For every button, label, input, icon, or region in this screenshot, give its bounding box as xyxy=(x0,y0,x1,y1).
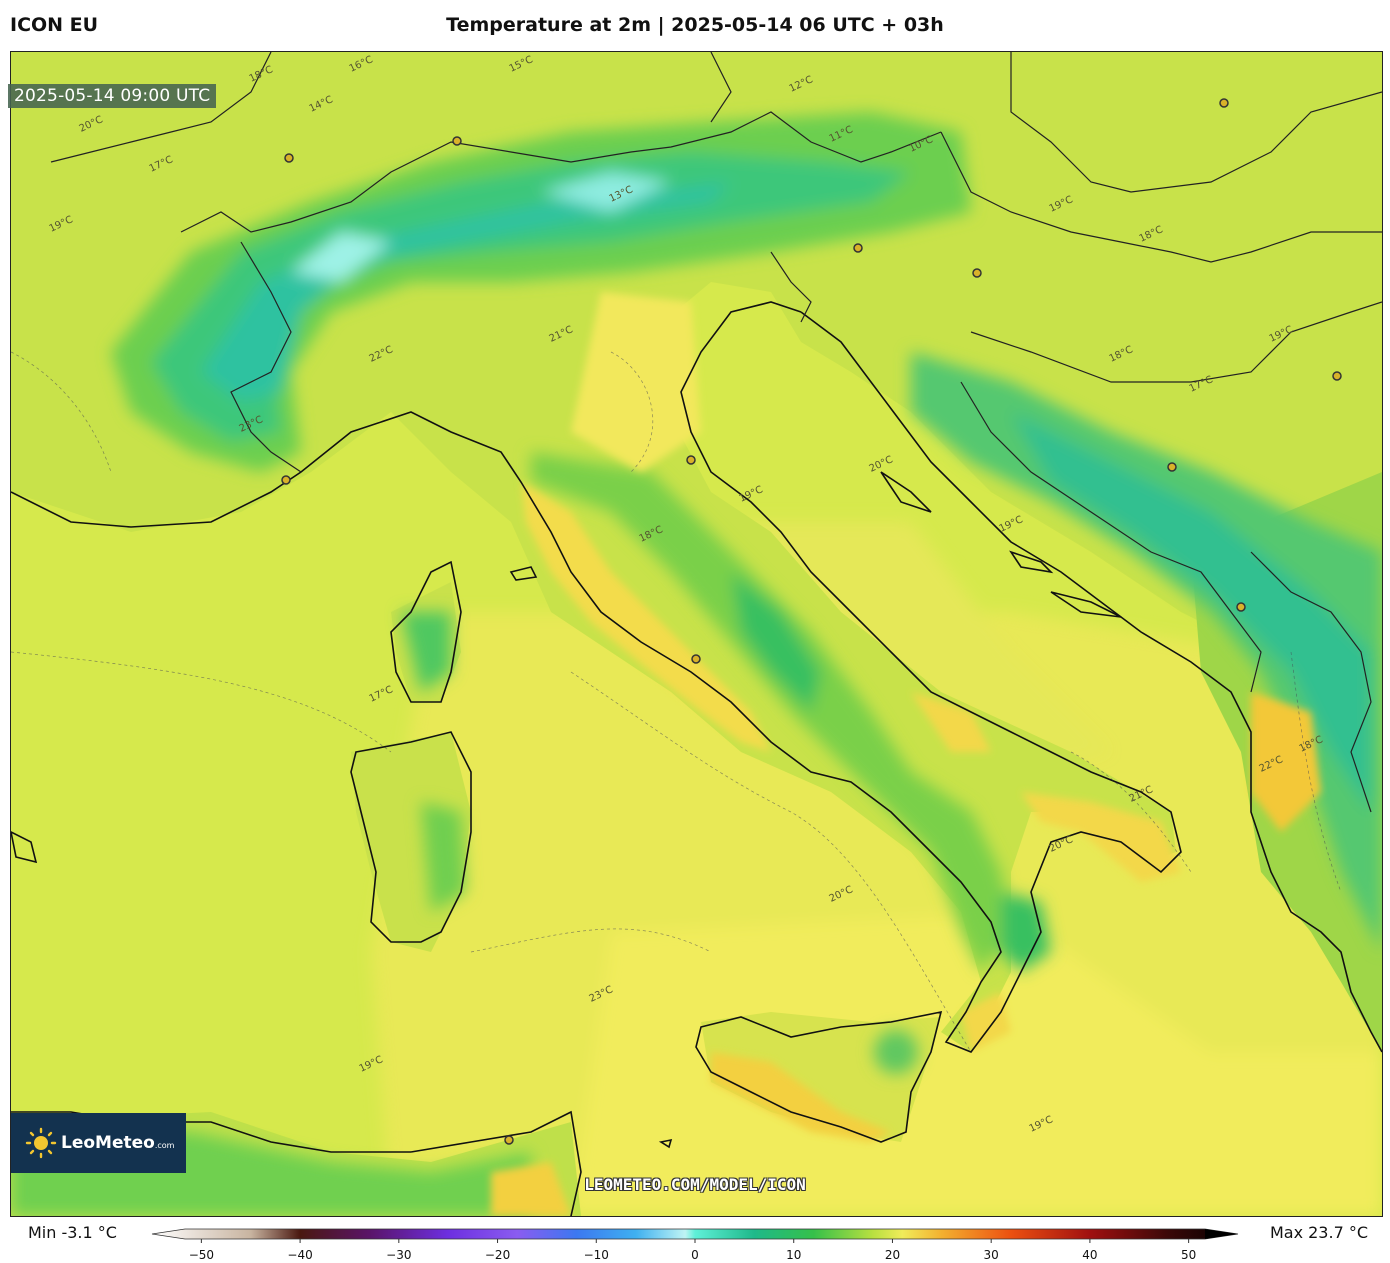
city-markers xyxy=(281,98,1342,1145)
color-scale-tick-label: −40 xyxy=(287,1248,312,1262)
color-scale-ticks: −50 −40 −30 −20 −10 0 10 20 30 40 50 xyxy=(189,1239,1196,1262)
color-scale-bar: −50 −40 −30 −20 −10 0 10 20 30 40 50 xyxy=(151,1228,1239,1262)
city-marker[interactable] xyxy=(1219,98,1229,108)
city-marker[interactable] xyxy=(1332,371,1342,381)
color-scale-tick-label: 40 xyxy=(1082,1248,1097,1262)
max-temperature-label: Max 23.7 °C xyxy=(1269,1223,1368,1242)
mountain-cold-areas xyxy=(11,112,1382,1216)
color-scale-tick-label: −10 xyxy=(584,1248,609,1262)
logo-text: LeoMeteo.com xyxy=(61,1133,174,1153)
color-scale-tick-label: 30 xyxy=(984,1248,999,1262)
color-scale-tick-label: −30 xyxy=(386,1248,411,1262)
city-marker[interactable] xyxy=(504,1135,514,1145)
min-temperature-label: Min -3.1 °C xyxy=(28,1223,117,1242)
city-marker[interactable] xyxy=(691,654,701,664)
temperature-map[interactable]: 18°C 19°C 17°C 20°C 16°C 15°C 14°C 13°C 12°C 11°C… xyxy=(10,51,1383,1217)
color-scale-tick-label: 10 xyxy=(786,1248,801,1262)
color-scale-ramp xyxy=(151,1228,1239,1240)
color-scale-max-arrow xyxy=(1205,1229,1238,1239)
isotherms xyxy=(11,351,1342,1053)
color-scale-tick-label: −50 xyxy=(189,1248,214,1262)
city-marker[interactable] xyxy=(281,475,291,485)
map-canvas: 18°C19°C17°C20°C16°C 15°C14°C13°C12°C11°C… xyxy=(11,52,1382,1216)
map-title: Temperature at 2m | 2025-05-14 06 UTC + … xyxy=(446,14,944,36)
city-marker[interactable] xyxy=(284,153,294,163)
logo-name: LeoMeteo xyxy=(61,1133,155,1153)
city-marker[interactable] xyxy=(452,136,462,146)
city-marker[interactable] xyxy=(1236,602,1246,612)
watermark-url[interactable]: LEOMETEO.COM/MODEL/ICON xyxy=(584,1175,806,1194)
city-marker[interactable] xyxy=(686,455,696,465)
borders xyxy=(50,52,1382,813)
coastlines xyxy=(11,301,1382,1216)
header: ICON EU Temperature at 2m | 2025-05-14 0… xyxy=(0,0,1390,50)
city-marker[interactable] xyxy=(853,243,863,253)
city-marker[interactable] xyxy=(1167,462,1177,472)
sun-icon xyxy=(25,1127,57,1159)
color-scale-tick-label: −20 xyxy=(485,1248,510,1262)
logo-suffix: .com xyxy=(154,1141,175,1150)
leometeo-logo[interactable]: LeoMeteo.com xyxy=(11,1113,186,1173)
valid-time-badge: 2025-05-14 09:00 UTC xyxy=(8,84,217,108)
color-scale-tick-label: 20 xyxy=(885,1248,900,1262)
color-scale-tick-label: 50 xyxy=(1181,1248,1196,1262)
city-marker[interactable] xyxy=(972,268,982,278)
model-name: ICON EU xyxy=(10,14,99,36)
color-scale-tick-label: 0 xyxy=(691,1248,699,1262)
